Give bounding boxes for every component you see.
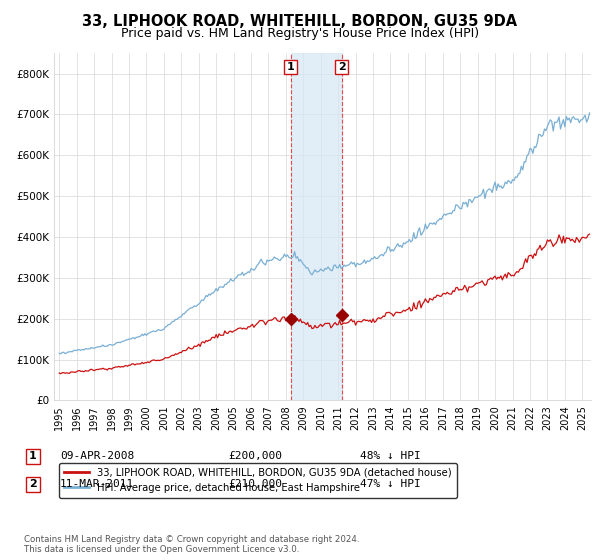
Text: Contains HM Land Registry data © Crown copyright and database right 2024.
This d: Contains HM Land Registry data © Crown c… (24, 535, 359, 554)
Text: 33, LIPHOOK ROAD, WHITEHILL, BORDON, GU35 9DA: 33, LIPHOOK ROAD, WHITEHILL, BORDON, GU3… (82, 14, 518, 29)
Text: 1: 1 (287, 62, 295, 72)
Text: 11-MAR-2011: 11-MAR-2011 (60, 479, 134, 489)
Legend: 33, LIPHOOK ROAD, WHITEHILL, BORDON, GU35 9DA (detached house), HPI: Average pri: 33, LIPHOOK ROAD, WHITEHILL, BORDON, GU3… (59, 463, 457, 498)
Text: £200,000: £200,000 (228, 451, 282, 461)
Text: 48% ↓ HPI: 48% ↓ HPI (360, 451, 421, 461)
Text: Price paid vs. HM Land Registry's House Price Index (HPI): Price paid vs. HM Land Registry's House … (121, 27, 479, 40)
Bar (290, 53, 341, 400)
Text: 47% ↓ HPI: 47% ↓ HPI (360, 479, 421, 489)
Text: 09-APR-2008: 09-APR-2008 (60, 451, 134, 461)
Text: 1: 1 (29, 451, 37, 461)
Text: 2: 2 (29, 479, 37, 489)
Text: 2: 2 (338, 62, 346, 72)
Text: £210,000: £210,000 (228, 479, 282, 489)
